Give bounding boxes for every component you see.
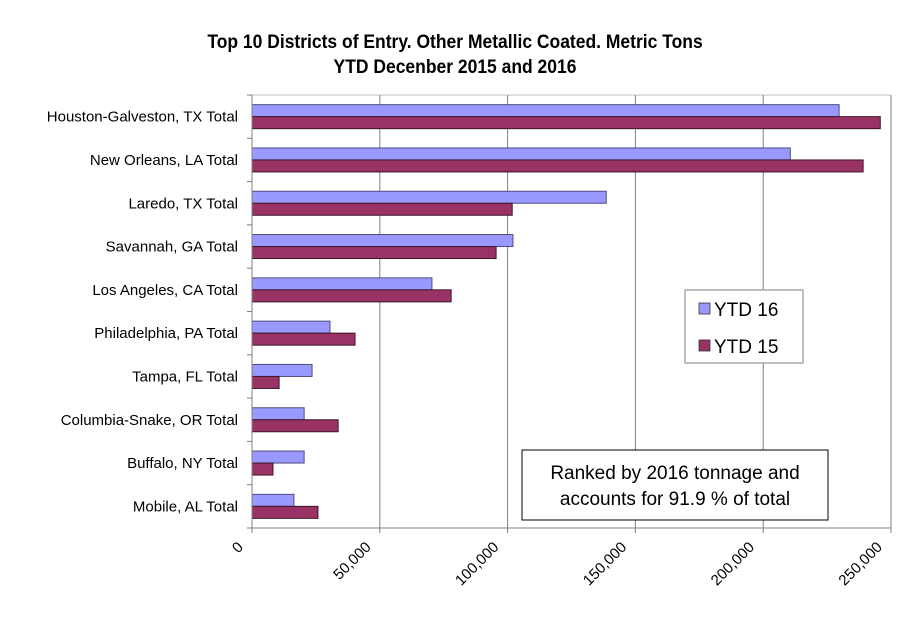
category-label-2: Laredo, TX Total bbox=[128, 195, 238, 212]
category-labels: Houston-Galveston, TX Total New Orleans, … bbox=[47, 109, 238, 516]
category-label-5: Philadelphia, PA Total bbox=[94, 325, 238, 342]
x-tick-label-3: 150,000 bbox=[580, 539, 630, 589]
legend-label-ytd15: YTD 15 bbox=[714, 337, 778, 358]
legend-swatch-ytd16 bbox=[698, 302, 711, 315]
bar-ytd15-2 bbox=[251, 202, 513, 216]
bars bbox=[251, 104, 881, 519]
category-label-4: Los Angeles, CA Total bbox=[92, 282, 238, 299]
chart-title: Top 10 Districts of Entry. Other Metalli… bbox=[0, 30, 910, 80]
annotation-line-2: accounts for 91.9 % of total bbox=[560, 489, 790, 510]
axes bbox=[247, 94, 892, 533]
chart-title-line-2: YTD Decenber 2015 and 2016 bbox=[333, 57, 577, 78]
bar-ytd15-1 bbox=[251, 159, 864, 173]
category-label-3: Savannah, GA Total bbox=[106, 239, 238, 256]
bar-ytd15-8 bbox=[251, 462, 274, 476]
annotation-border bbox=[521, 449, 829, 521]
bar-ytd16-7 bbox=[251, 407, 305, 421]
bar-ytd16-9 bbox=[251, 493, 295, 507]
category-label-8: Buffalo, NY Total bbox=[127, 455, 238, 472]
category-label-0: Houston-Galveston, TX Total bbox=[47, 109, 238, 126]
x-tick-label-1: 50,000 bbox=[330, 539, 374, 583]
category-label-9: Mobile, AL Total bbox=[133, 498, 238, 515]
annotation-line-1: Ranked by 2016 tonnage and bbox=[550, 463, 799, 484]
bar-ytd16-2 bbox=[251, 190, 607, 204]
legend: YTD 16 YTD 15 bbox=[684, 289, 804, 364]
bar-ytd16-8 bbox=[251, 450, 305, 464]
x-tick-labels: 0 50,000 100,000 150,000 200,000 250,000 bbox=[229, 539, 886, 589]
annotation-box: Ranked by 2016 tonnage and accounts for … bbox=[521, 449, 829, 521]
category-label-1: New Orleans, LA Total bbox=[90, 152, 238, 169]
x-tick-label-4: 200,000 bbox=[708, 539, 758, 589]
bar-ytd16-1 bbox=[251, 147, 791, 161]
x-tick-label-2: 100,000 bbox=[452, 539, 502, 589]
bar-ytd16-6 bbox=[251, 363, 313, 377]
legend-label-ytd16: YTD 16 bbox=[714, 300, 778, 321]
bar-ytd15-6 bbox=[251, 375, 280, 389]
x-tick-label-0: 0 bbox=[229, 539, 247, 557]
bar-ytd15-5 bbox=[251, 332, 356, 346]
bar-ytd15-3 bbox=[251, 246, 497, 260]
chart-title-line-1: Top 10 Districts of Entry. Other Metalli… bbox=[207, 32, 703, 53]
bar-ytd15-0 bbox=[251, 116, 881, 130]
category-label-7: Columbia-Snake, OR Total bbox=[61, 412, 238, 429]
bar-ytd15-7 bbox=[251, 419, 339, 433]
legend-swatch-ytd15 bbox=[698, 339, 711, 352]
bar-ytd16-5 bbox=[251, 320, 331, 334]
bar-ytd16-3 bbox=[251, 234, 514, 248]
category-label-6: Tampa, FL Total bbox=[132, 368, 238, 385]
bar-ytd15-4 bbox=[251, 289, 452, 303]
bar-ytd16-0 bbox=[251, 104, 840, 118]
bar-ytd15-9 bbox=[251, 505, 319, 519]
bar-ytd16-4 bbox=[251, 277, 433, 291]
x-tick-label-5: 250,000 bbox=[835, 539, 885, 589]
